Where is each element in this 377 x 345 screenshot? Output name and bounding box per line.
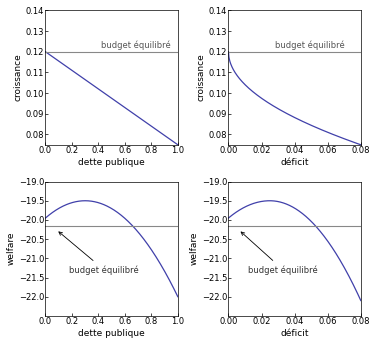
Y-axis label: welfare: welfare xyxy=(7,232,16,265)
Y-axis label: welfare: welfare xyxy=(190,232,199,265)
Text: budget équilibré: budget équilibré xyxy=(275,41,345,50)
Y-axis label: croissance: croissance xyxy=(197,54,206,101)
X-axis label: déficit: déficit xyxy=(280,329,309,338)
X-axis label: dette publique: dette publique xyxy=(78,329,145,338)
Text: budget équilibré: budget équilibré xyxy=(241,232,318,275)
Text: budget équilibré: budget équilibré xyxy=(59,232,139,275)
X-axis label: dette publique: dette publique xyxy=(78,158,145,167)
X-axis label: déficit: déficit xyxy=(280,158,309,167)
Y-axis label: croissance: croissance xyxy=(14,54,23,101)
Text: budget équilibré: budget équilibré xyxy=(101,41,171,50)
